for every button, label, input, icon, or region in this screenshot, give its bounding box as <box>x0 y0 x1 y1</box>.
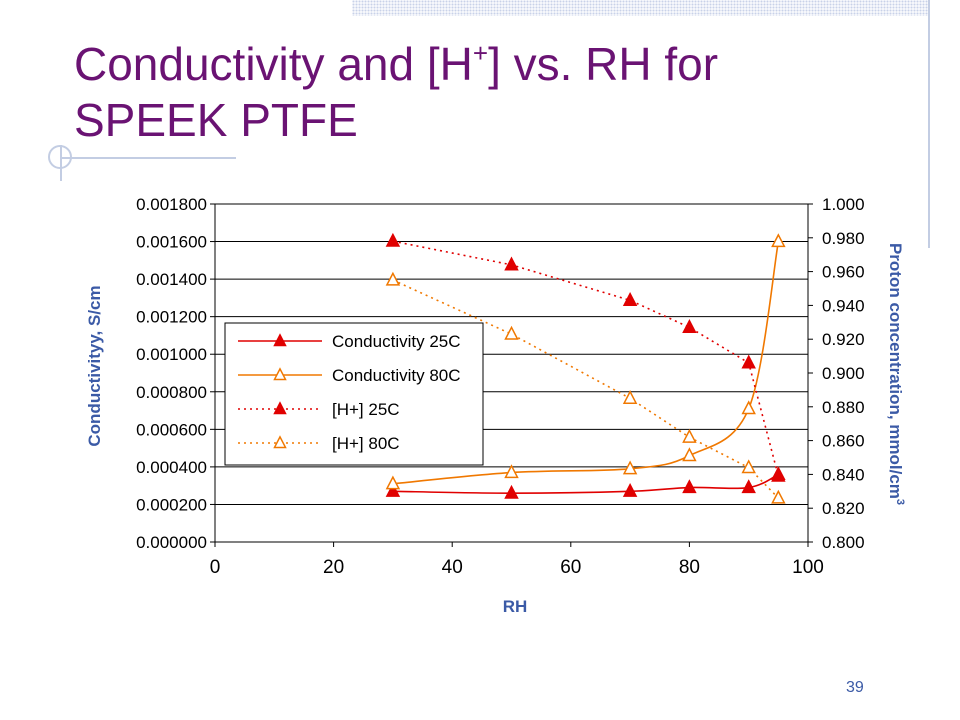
y2-tick-label: 0.900 <box>822 364 865 383</box>
y-tick-label: 0.001600 <box>136 233 207 252</box>
series-point-1 <box>622 460 638 475</box>
series-point-0 <box>741 479 756 494</box>
x-tick-label: 60 <box>560 557 581 578</box>
y2-tick-label: 0.940 <box>822 296 865 315</box>
slide-title-part1: Conductivity and [H <box>74 38 473 90</box>
slide-title-superscript: + <box>472 38 489 68</box>
legend-label: [H+] 25C <box>332 400 400 419</box>
y-tick-label: 0.000200 <box>136 495 207 514</box>
x-tick-label: 20 <box>323 557 344 578</box>
x-tick-label: 40 <box>442 557 463 578</box>
y-tick-label: 0.000400 <box>136 458 207 477</box>
series-point-0 <box>385 482 401 497</box>
legend-swatch-marker <box>273 401 287 415</box>
series-point-2 <box>741 354 756 369</box>
series-point-1 <box>771 233 786 248</box>
series-point-2 <box>771 467 786 482</box>
series-point-3 <box>385 271 401 286</box>
slide-title: Conductivity and [H+] vs. RH for SPEEK P… <box>74 36 914 148</box>
series-point-0 <box>504 484 519 499</box>
y2-tick-label: 0.980 <box>822 229 865 248</box>
series-line-2 <box>392 240 780 477</box>
series-point-3 <box>771 489 786 504</box>
series-point-2 <box>385 232 401 247</box>
series-point-3 <box>741 459 756 474</box>
series-point-1 <box>385 475 401 490</box>
y-tick-label: 0.001400 <box>136 270 207 289</box>
y2-tick-label: 0.860 <box>822 432 865 451</box>
series-point-3 <box>622 390 638 404</box>
y-tick-label: 0.001200 <box>136 308 207 327</box>
x-tick-label: 0 <box>210 557 221 578</box>
series-point-0 <box>682 479 697 494</box>
legend-box <box>224 322 484 466</box>
y-tick-label: 0.000800 <box>136 383 207 402</box>
legend-swatch-marker <box>273 333 287 347</box>
y2-axis-title-superscript: 3 <box>894 499 906 505</box>
legend-swatch-marker <box>273 435 287 449</box>
y-tick-label: 0.001000 <box>136 345 207 364</box>
series-point-2 <box>682 319 697 333</box>
series-point-1 <box>682 447 697 462</box>
series-point-1 <box>741 400 756 415</box>
y2-tick-label: 1.000 <box>822 195 865 214</box>
top-dot-pattern <box>352 0 930 16</box>
y2-tick-label: 0.880 <box>822 398 865 417</box>
x-tick-label: 80 <box>679 557 700 578</box>
y2-tick-label: 0.840 <box>822 465 865 484</box>
y2-tick-label: 0.800 <box>822 533 865 552</box>
slide-title-part2: ] vs. RH for <box>488 38 719 90</box>
page-number: 39 <box>846 679 864 696</box>
y2-axis-title: Proton concentration, mmol/cm3 <box>886 243 906 505</box>
series-point-2 <box>622 292 638 306</box>
series-line-1 <box>392 241 780 485</box>
legend-label: Conductivity 80C <box>332 366 461 385</box>
legend-swatch-marker <box>273 367 287 381</box>
x-axis-title: RH <box>503 597 528 616</box>
y-tick-label: 0.000000 <box>136 533 207 552</box>
y2-tick-label: 0.960 <box>822 263 865 282</box>
y-axis-title: Conductivityy, S/cm <box>85 285 104 446</box>
series-point-2 <box>504 256 519 271</box>
y2-axis-title-text: Proton concentration, mmol/cm <box>886 243 905 499</box>
series-point-0 <box>622 482 638 497</box>
series-point-1 <box>504 464 519 479</box>
y2-tick-label: 0.820 <box>822 499 865 518</box>
decorative-circle <box>48 145 72 169</box>
y-tick-label: 0.001800 <box>136 195 207 214</box>
legend-label: Conductivity 25C <box>332 332 461 351</box>
y-tick-label: 0.000600 <box>136 420 207 439</box>
series-point-3 <box>682 428 697 443</box>
slide-title-line2: SPEEK PTFE <box>74 94 358 146</box>
legend-label: [H+] 80C <box>332 434 400 453</box>
y2-tick-label: 0.920 <box>822 330 865 349</box>
title-underline-decoration <box>60 157 236 159</box>
right-decorative-line <box>928 0 930 248</box>
x-tick-label: 100 <box>792 557 824 578</box>
series-point-3 <box>504 325 519 340</box>
